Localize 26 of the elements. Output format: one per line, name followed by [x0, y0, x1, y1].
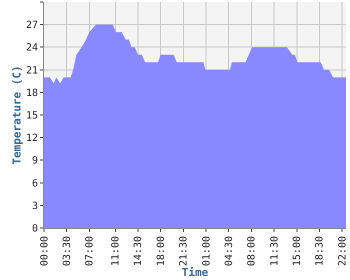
- x-tick-label: 11:30: [269, 236, 280, 266]
- y-tick-label: 27: [26, 20, 38, 32]
- x-tick-label: 18:30: [314, 236, 326, 266]
- y-tick-label: 24: [26, 42, 38, 54]
- y-tick-label: 18: [26, 88, 38, 99]
- y-tick-label: 15: [26, 110, 38, 122]
- y-tick-label: 12: [26, 133, 38, 144]
- x-tick-label: 01:00: [201, 236, 212, 266]
- x-tick-label: 22:00: [337, 236, 348, 266]
- x-tick-label: 07:00: [84, 236, 96, 266]
- x-tick-label: 11:00: [110, 236, 122, 266]
- x-tick-label: 03:30: [62, 236, 73, 266]
- y-axis-title: Temperature (C): [10, 65, 24, 165]
- x-tick-label: 14:30: [133, 236, 144, 266]
- y-tick-label: 21: [26, 65, 38, 76]
- y-tick-label: 0: [32, 224, 38, 234]
- y-tick-label: 6: [32, 178, 38, 190]
- x-tick-label: 00:00: [39, 236, 50, 266]
- x-tick-label: 08:00: [246, 236, 258, 266]
- x-tick-label: 04:30: [224, 236, 235, 266]
- x-tick-label: 21:30: [178, 236, 190, 266]
- x-tick-label: 18:00: [156, 236, 167, 266]
- y-tick-label: 3: [32, 200, 38, 212]
- x-axis-title: Time: [182, 266, 209, 280]
- y-tick-label: 9: [32, 156, 38, 167]
- x-tick-label: 15:00: [292, 236, 303, 266]
